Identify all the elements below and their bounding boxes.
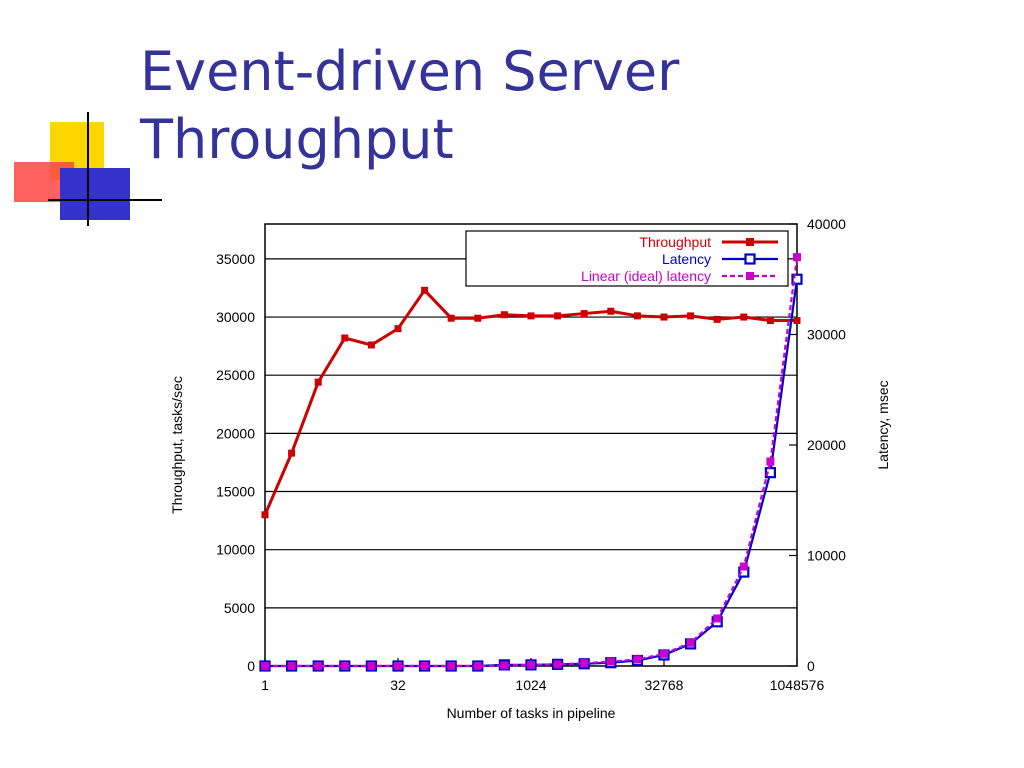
- data-point: [660, 649, 668, 658]
- data-point: [527, 660, 535, 669]
- y2-tick-label: 20000: [807, 437, 846, 453]
- y-tick-label: 35000: [216, 251, 255, 267]
- y2-axis-ticks: 0 10000 20000 30000 40000: [789, 216, 846, 674]
- data-point: [474, 314, 482, 322]
- plot-frame: [264, 223, 798, 667]
- data-point: [606, 657, 615, 666]
- data-point: [341, 334, 349, 342]
- data-point: [394, 662, 402, 670]
- y2-axis-label: Latency, msec: [875, 380, 891, 469]
- title-line-2: Throughput: [140, 108, 454, 171]
- data-point: [580, 659, 589, 668]
- x-tick-label: 1: [261, 677, 269, 693]
- data-point: [766, 317, 774, 325]
- x-tick-label: 1048576: [770, 677, 825, 693]
- data-point: [607, 307, 615, 315]
- title-line-1: Event-driven Server: [140, 40, 680, 103]
- y-tick-label: 10000: [216, 542, 255, 558]
- y2-tick-label: 30000: [807, 327, 846, 343]
- data-point: [447, 662, 456, 670]
- x-axis-ticks: 1 32 1024 32768 1048576: [261, 658, 824, 693]
- y-tick-label: 20000: [216, 425, 255, 441]
- data-point: [553, 660, 562, 669]
- decorative-squares: [14, 112, 162, 226]
- x-axis-label: Number of tasks in pipeline: [447, 705, 616, 721]
- y-tick-label: 0: [247, 658, 255, 674]
- y-tick-label: 15000: [216, 484, 255, 500]
- data-point: [713, 614, 722, 623]
- data-point: [766, 457, 775, 466]
- data-point: [740, 313, 748, 321]
- data-point: [686, 638, 695, 647]
- deco-blue-square: [60, 168, 130, 220]
- data-point: [713, 315, 721, 323]
- data-point: [793, 253, 801, 262]
- data-point: [288, 449, 296, 457]
- data-point: [420, 662, 429, 670]
- y-axis-label: Throughput, tasks/sec: [169, 376, 185, 514]
- slide-title: Event-driven Server Throughput: [140, 38, 679, 174]
- legend-marker: [746, 238, 754, 246]
- data-point: [764, 467, 777, 479]
- y2-tick-label: 10000: [807, 548, 846, 564]
- y2-tick-label: 0: [807, 658, 815, 674]
- data-point: [367, 341, 375, 349]
- data-point: [287, 662, 296, 670]
- data-point: [447, 314, 455, 322]
- y2-tick-label: 40000: [807, 216, 846, 232]
- legend-label: Throughput: [639, 234, 711, 250]
- data-point: [314, 662, 323, 670]
- legend-marker: [746, 272, 754, 280]
- data-point: [527, 312, 535, 320]
- data-point: [687, 312, 695, 320]
- series-throughput: [261, 286, 801, 519]
- data-point: [500, 311, 508, 319]
- legend-label: Latency: [662, 251, 711, 267]
- data-point: [473, 662, 482, 670]
- data-point: [314, 378, 322, 386]
- y-tick-label: 30000: [216, 309, 255, 325]
- data-point: [580, 310, 588, 318]
- series-linear-ideal-latency: [261, 253, 801, 670]
- data-point: [261, 662, 269, 670]
- data-point: [367, 662, 376, 670]
- data-point: [500, 661, 509, 670]
- data-point: [554, 312, 562, 320]
- y-axis-ticks: 0 5000 10000 15000 20000 25000 30000 35000: [216, 251, 255, 674]
- data-point: [633, 655, 642, 664]
- series-line: [263, 287, 797, 516]
- y-tick-label: 5000: [224, 600, 255, 616]
- data-point: [421, 286, 429, 294]
- data-point: [660, 313, 668, 321]
- data-point: [633, 312, 641, 320]
- data-point: [793, 317, 801, 325]
- series: [259, 253, 803, 672]
- x-tick-label: 32: [390, 677, 406, 693]
- legend-label: Linear (ideal) latency: [581, 268, 711, 284]
- gridlines: [265, 258, 797, 609]
- legend-marker: [744, 253, 756, 265]
- data-point: [340, 662, 349, 670]
- data-point: [394, 325, 402, 333]
- data-point: [791, 273, 803, 285]
- data-point: [739, 562, 748, 571]
- data-point: [261, 511, 269, 519]
- y-tick-label: 25000: [216, 367, 255, 383]
- x-tick-label: 1024: [515, 677, 546, 693]
- x-tick-label: 32768: [645, 677, 684, 693]
